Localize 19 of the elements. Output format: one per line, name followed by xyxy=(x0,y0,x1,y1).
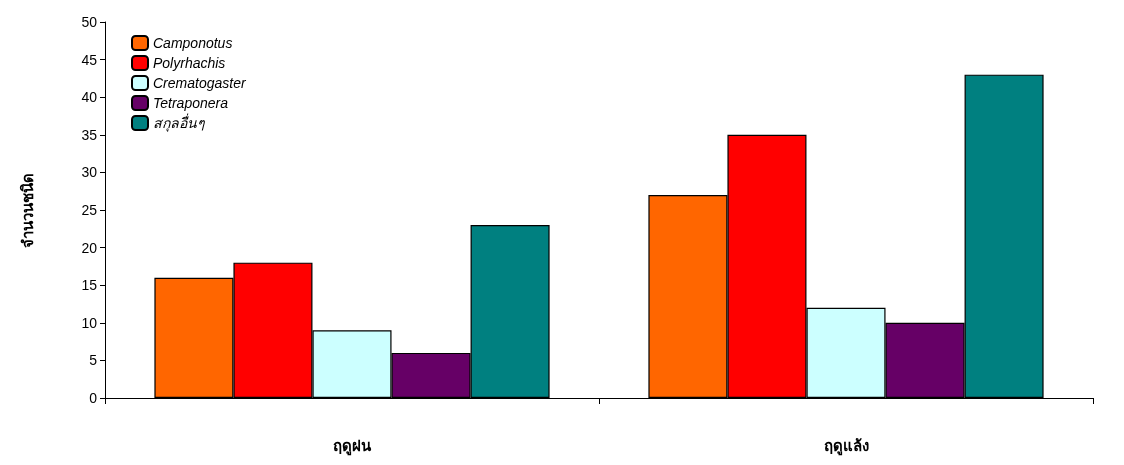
legend-label: Tetraponera xyxy=(153,95,229,111)
legend-label: Polyrhachis xyxy=(153,55,226,71)
y-tick-label: 20 xyxy=(81,239,98,256)
y-tick-label: 40 xyxy=(81,89,98,106)
y-tick-label: 50 xyxy=(81,14,98,30)
y-tick-label: 30 xyxy=(81,164,98,181)
y-tick-label: 0 xyxy=(89,390,98,406)
y-tick-label: 25 xyxy=(81,202,98,218)
legend-label: Camponotus xyxy=(153,35,233,51)
x-tick-label: ฤดูแล้ง xyxy=(823,437,869,456)
y-tick-label: 35 xyxy=(81,126,98,143)
legend-label: Crematogaster xyxy=(153,75,247,91)
y-tick-label: 15 xyxy=(81,277,98,294)
y-tick-label: 45 xyxy=(81,51,98,68)
legend-label: สกุลอื่นๆ xyxy=(153,113,206,132)
x-tick-label: ฤดูฝน xyxy=(333,437,372,456)
y-axis-title: จำนวนชนิด xyxy=(19,172,36,248)
y-tick-label: 10 xyxy=(81,314,98,331)
y-tick-label: 5 xyxy=(89,352,98,369)
